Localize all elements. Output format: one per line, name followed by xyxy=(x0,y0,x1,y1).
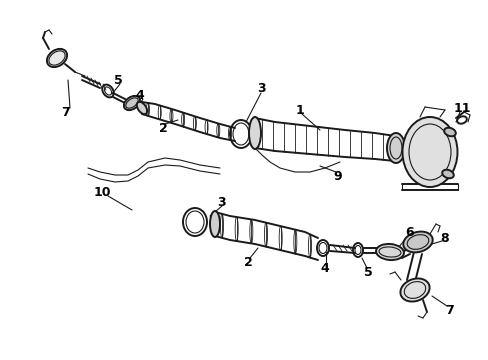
Ellipse shape xyxy=(47,49,67,67)
Ellipse shape xyxy=(400,279,429,302)
Text: 2: 2 xyxy=(243,256,252,269)
Text: 1: 1 xyxy=(295,104,304,117)
Text: 3: 3 xyxy=(217,195,226,208)
Ellipse shape xyxy=(386,133,404,163)
Text: 11: 11 xyxy=(452,102,470,114)
Ellipse shape xyxy=(137,102,147,114)
Text: 6: 6 xyxy=(405,225,413,239)
Text: 9: 9 xyxy=(333,170,342,183)
Text: 4: 4 xyxy=(135,89,144,102)
Ellipse shape xyxy=(375,244,403,260)
Text: 5: 5 xyxy=(113,73,122,86)
Text: 5: 5 xyxy=(363,266,372,279)
Ellipse shape xyxy=(248,117,261,149)
Text: 7: 7 xyxy=(445,303,453,316)
Text: 8: 8 xyxy=(440,231,448,244)
Text: 10: 10 xyxy=(93,185,110,198)
Text: 7: 7 xyxy=(61,105,69,118)
Ellipse shape xyxy=(441,170,453,178)
Ellipse shape xyxy=(403,231,432,252)
Text: 2: 2 xyxy=(158,122,167,135)
Text: 3: 3 xyxy=(257,81,266,95)
Text: 4: 4 xyxy=(320,261,329,274)
Ellipse shape xyxy=(209,211,220,237)
Ellipse shape xyxy=(123,96,140,110)
Ellipse shape xyxy=(443,128,455,136)
Ellipse shape xyxy=(402,117,457,187)
